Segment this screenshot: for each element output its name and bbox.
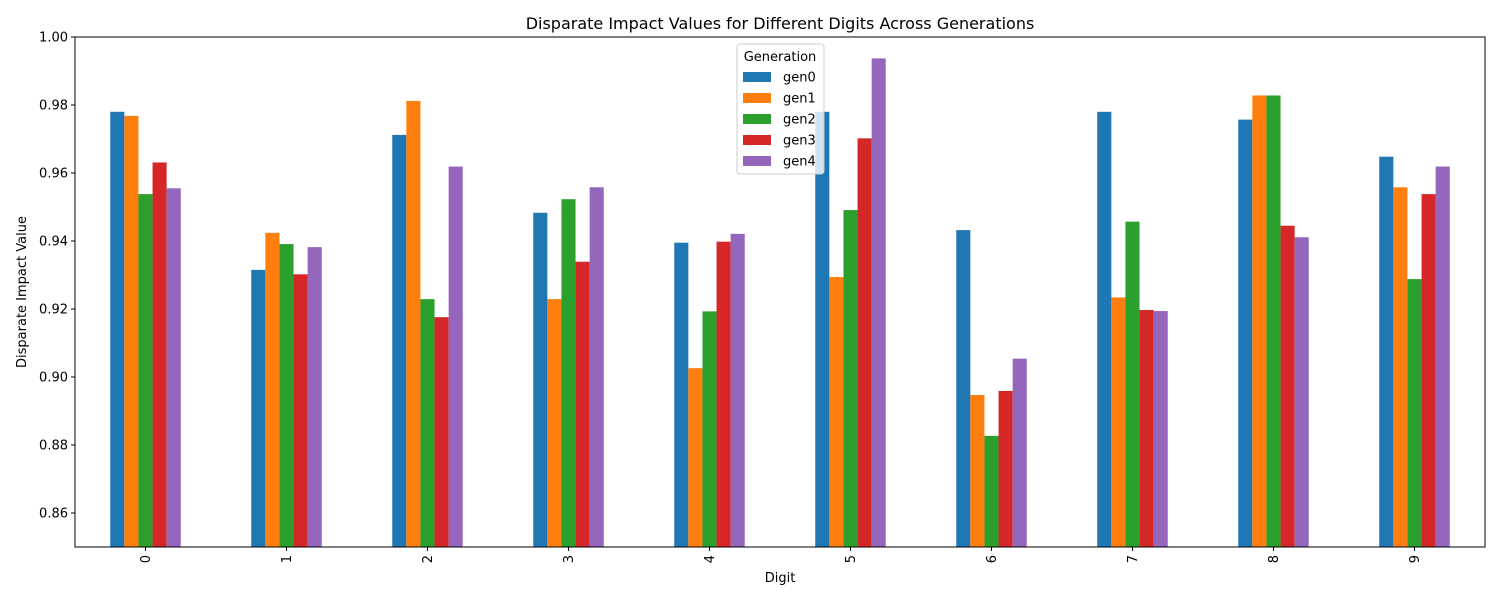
bar-gen4-digit-3	[589, 187, 604, 547]
bar-gen1-digit-2	[406, 100, 421, 548]
y-tick-label: 0.98	[39, 99, 68, 114]
bar-gen4-digit-0	[166, 188, 181, 548]
bar-gen3-digit-0	[152, 162, 167, 547]
bar-gen1-digit-9	[1393, 187, 1408, 547]
bar-gen4-digit-5	[871, 58, 886, 548]
x-axis-title: Digit	[765, 571, 796, 586]
bar-gen1-digit-4	[688, 368, 703, 547]
y-tick-label: 1.00	[39, 31, 68, 46]
bar-gen2-digit-8	[1266, 95, 1281, 547]
bar-gen3-digit-3	[575, 261, 590, 547]
x-tick-label: 2	[421, 555, 436, 563]
bar-gen0-digit-6	[956, 230, 971, 547]
x-tick-label: 5	[844, 555, 859, 563]
legend-title: Generation	[744, 50, 817, 65]
y-tick-label: 0.90	[39, 371, 68, 386]
legend-label-gen1: gen1	[783, 92, 816, 107]
bar-gen2-digit-7	[1125, 221, 1140, 547]
bar-gen0-digit-5	[815, 111, 830, 548]
legend-label-gen2: gen2	[783, 113, 816, 128]
legend-swatch-gen0	[743, 72, 771, 82]
legend-label-gen4: gen4	[783, 155, 816, 170]
y-tick-label: 0.92	[39, 303, 68, 318]
x-tick-label: 8	[1267, 555, 1282, 563]
bar-gen0-digit-1	[251, 269, 266, 547]
legend-swatch-gen2	[743, 114, 771, 124]
bar-gen3-digit-9	[1421, 194, 1436, 547]
y-tick-label: 0.94	[39, 235, 68, 250]
bars-layer	[110, 58, 1450, 548]
x-tick-label: 4	[703, 555, 718, 563]
bar-gen3-digit-2	[434, 317, 449, 547]
bar-gen1-digit-5	[829, 277, 844, 547]
bar-gen4-digit-7	[1153, 311, 1168, 547]
bar-gen2-digit-5	[843, 210, 858, 547]
x-axis: 0 1 2 3 4 5 6 7 8 9	[139, 547, 1423, 563]
bar-gen3-digit-1	[293, 274, 308, 547]
bar-gen1-digit-1	[265, 232, 280, 547]
y-axis-title: Disparate Impact Value	[15, 216, 30, 368]
legend-swatch-gen4	[743, 156, 771, 166]
bar-gen3-digit-6	[998, 390, 1013, 547]
bar-gen3-digit-4	[716, 241, 731, 547]
legend-swatch-gen1	[743, 93, 771, 103]
y-axis: 0.86 0.88 0.90 0.92 0.94 0.96 0.98 1.00	[39, 31, 75, 522]
bar-gen2-digit-6	[984, 435, 999, 547]
bar-gen4-digit-9	[1435, 166, 1450, 548]
x-tick-label: 9	[1408, 555, 1423, 563]
bar-gen4-digit-6	[1012, 358, 1027, 547]
y-tick-label: 0.96	[39, 167, 68, 182]
bar-gen2-digit-4	[702, 311, 717, 547]
x-tick-label: 7	[1126, 555, 1141, 563]
x-tick-label: 3	[562, 555, 577, 563]
x-tick-label: 1	[280, 555, 295, 563]
x-tick-label: 6	[985, 555, 1000, 563]
bar-gen1-digit-7	[1111, 297, 1126, 547]
bar-gen1-digit-3	[547, 299, 562, 547]
x-tick-label: 0	[139, 555, 154, 563]
legend-label-gen3: gen3	[783, 134, 816, 149]
bar-gen2-digit-2	[420, 299, 435, 547]
bar-gen2-digit-9	[1407, 279, 1422, 547]
bar-gen0-digit-2	[392, 134, 407, 548]
legend-entries: gen0 gen1 gen2 gen3 gen4	[743, 71, 816, 170]
bar-gen4-digit-8	[1294, 237, 1309, 547]
legend-swatch-gen3	[743, 135, 771, 145]
bar-gen0-digit-0	[110, 111, 125, 548]
plot-frame	[74, 36, 1486, 548]
bar-gen3-digit-8	[1280, 225, 1295, 547]
bar-gen4-digit-2	[448, 166, 463, 548]
bar-gen3-digit-7	[1139, 310, 1154, 547]
bar-gen0-digit-4	[674, 242, 689, 547]
legend-label-gen0: gen0	[783, 71, 816, 86]
bar-gen0-digit-9	[1379, 156, 1394, 547]
bar-gen2-digit-1	[279, 244, 294, 547]
y-tick-label: 0.86	[39, 507, 68, 522]
bar-gen0-digit-8	[1238, 119, 1253, 548]
legend[interactable]: Generation gen0 gen1 gen2 gen3 gen4	[736, 43, 825, 175]
bar-gen2-digit-0	[138, 194, 153, 547]
chart-title: Disparate Impact Values for Different Di…	[526, 14, 1035, 33]
bar-gen1-digit-8	[1252, 95, 1267, 547]
y-tick-label: 0.88	[39, 439, 68, 454]
bar-gen0-digit-7	[1097, 111, 1112, 548]
bar-gen1-digit-0	[124, 115, 139, 547]
bar-gen3-digit-5	[857, 138, 872, 547]
bar-gen4-digit-4	[730, 233, 745, 548]
bar-gen2-digit-3	[561, 199, 576, 547]
bar-gen4-digit-1	[307, 247, 322, 547]
bar-gen1-digit-6	[970, 395, 985, 547]
bar-gen0-digit-3	[533, 212, 548, 547]
